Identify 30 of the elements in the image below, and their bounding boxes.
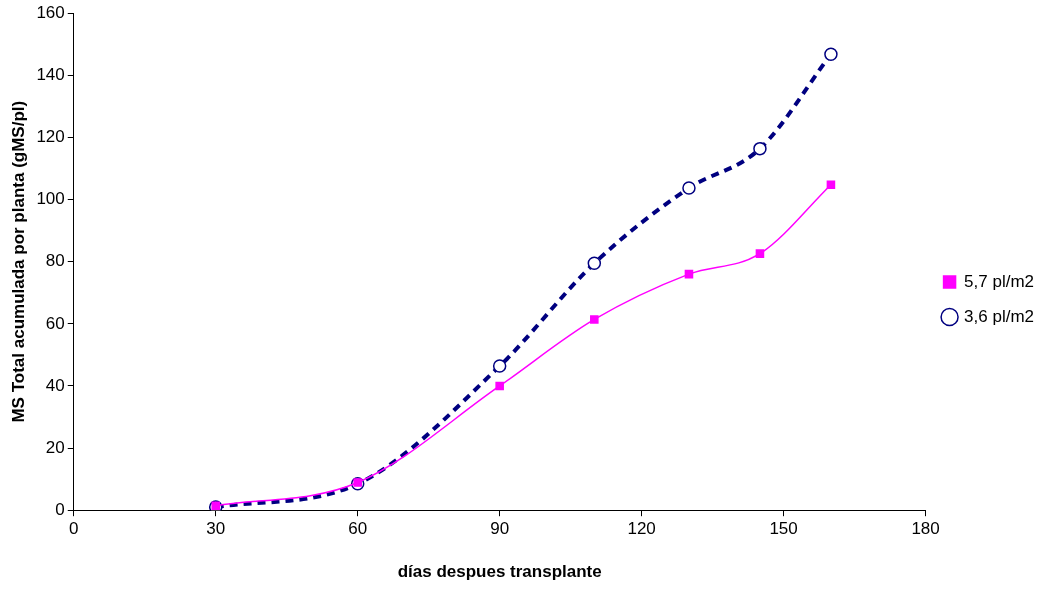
x-tick-label: 120 <box>627 519 656 539</box>
point <box>684 269 694 279</box>
y-tick-label: 80 <box>45 251 65 271</box>
y-tick-label: 60 <box>45 313 65 333</box>
point <box>495 381 504 391</box>
legend-label: 5,7 pl/m2 <box>964 271 1035 291</box>
point <box>587 256 602 270</box>
point <box>682 181 696 195</box>
point <box>826 180 836 189</box>
y-tick-label: 120 <box>36 127 65 147</box>
x-tick-label: 150 <box>769 519 798 539</box>
x-tick-label: 60 <box>348 519 368 539</box>
y-tick-label: 140 <box>36 65 65 85</box>
x-axis-title: días despues transplante <box>397 562 602 582</box>
y-tick-label: 20 <box>45 437 65 457</box>
point <box>755 249 765 258</box>
point <box>492 359 507 373</box>
legend-label: 3,6 pl/m2 <box>964 306 1035 326</box>
y-axis-title: MS Total acumulada por planta (gMS/pl) <box>8 100 28 423</box>
y-tick-label: 160 <box>36 2 65 22</box>
x-tick-label: 180 <box>911 519 940 539</box>
y-tick-label: 0 <box>55 499 65 519</box>
point <box>590 315 599 324</box>
y-tick-label: 40 <box>45 375 65 395</box>
x-tick-label: 90 <box>490 519 510 539</box>
point <box>824 47 838 61</box>
point <box>753 141 767 156</box>
x-tick-label: 0 <box>69 519 79 539</box>
x-tick-label: 30 <box>206 519 226 539</box>
y-tick-label: 100 <box>36 189 65 209</box>
